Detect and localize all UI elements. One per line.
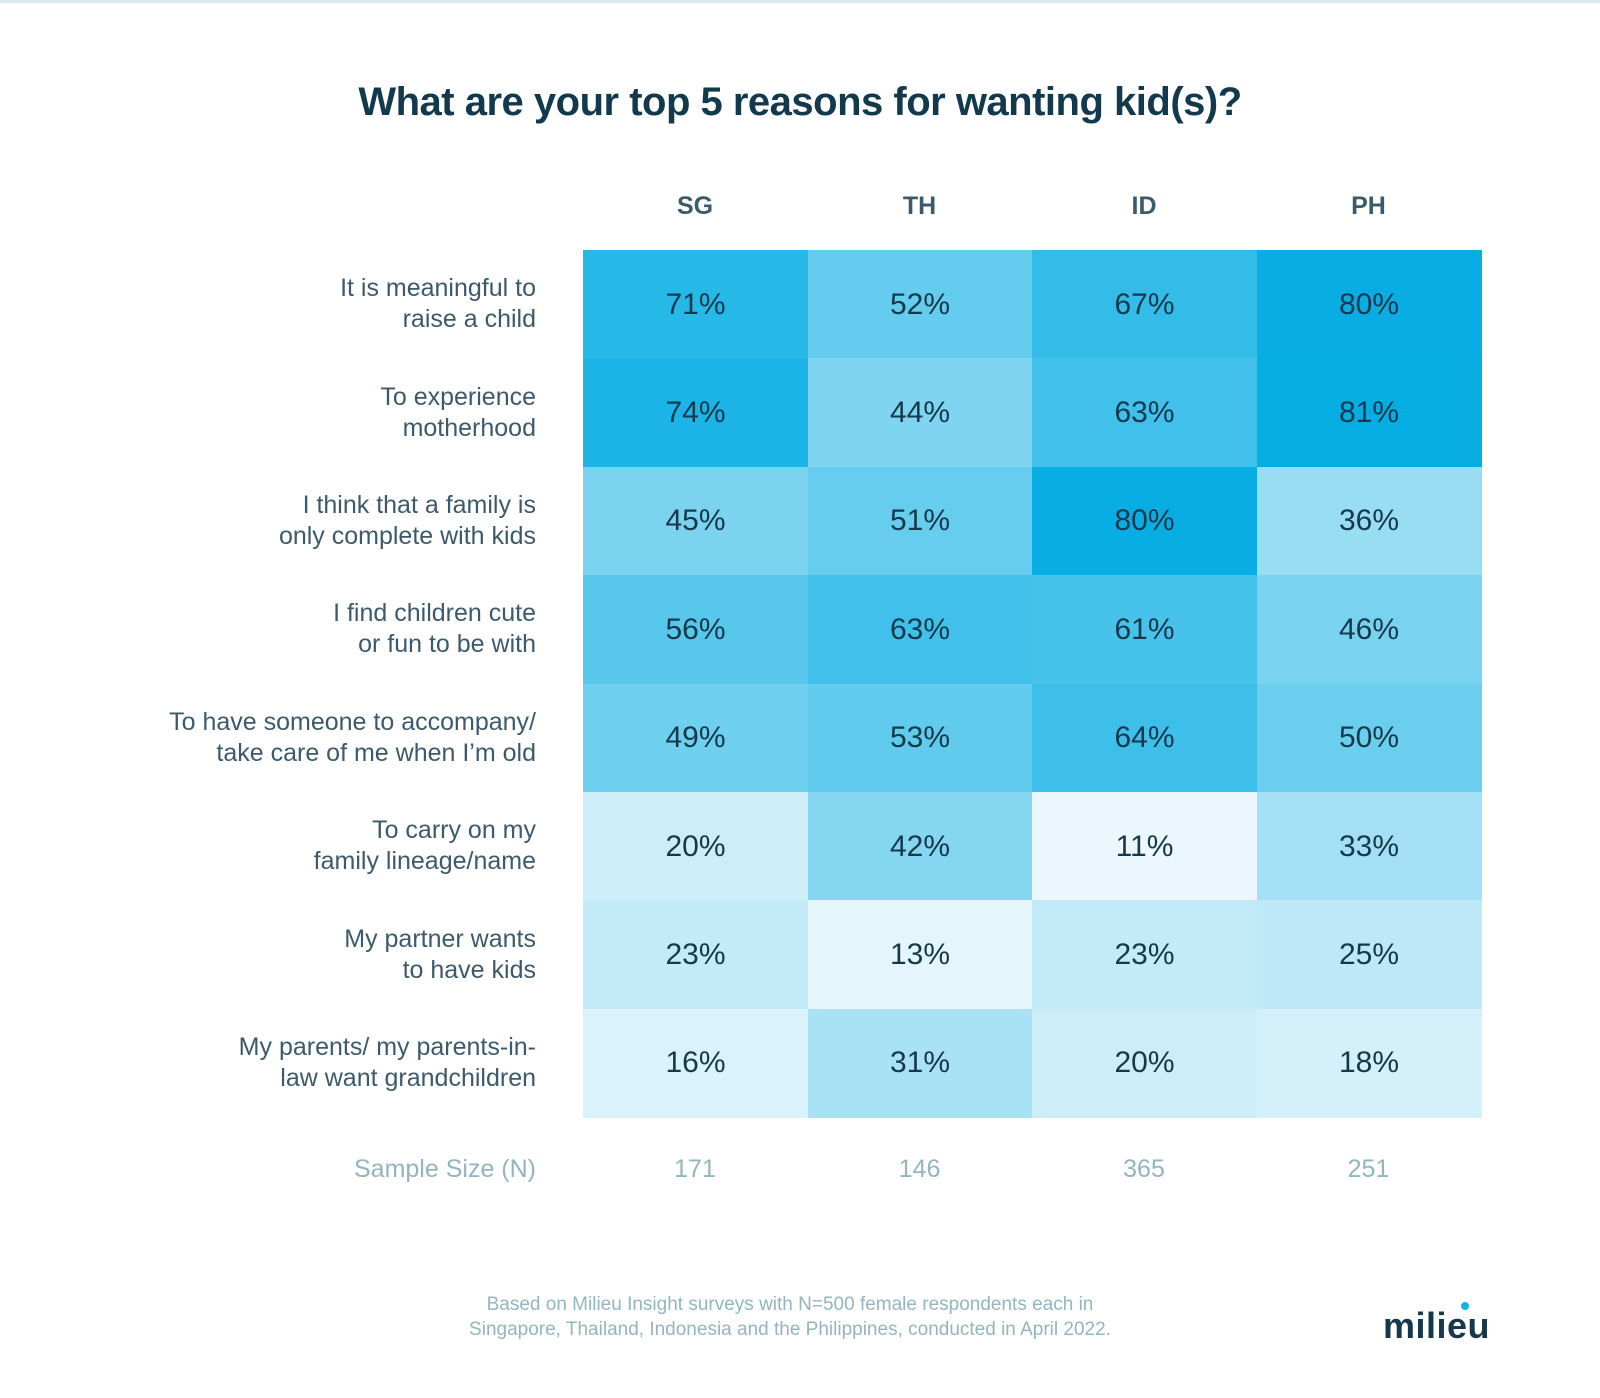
chart-title: What are your top 5 reasons for wanting …	[358, 80, 1242, 124]
heatmap-cell: 63%	[807, 575, 1033, 685]
heatmap-cell: 64%	[1032, 683, 1257, 793]
cell-value-label: 64%	[1114, 721, 1175, 755]
cell-value-label: 80%	[1114, 504, 1175, 538]
row-label: To carry on my family lineage/name	[313, 816, 536, 876]
heatmap-cell: 45%	[583, 466, 808, 576]
cell-value-label: 49%	[665, 721, 726, 755]
cell-value-label: 33%	[1338, 829, 1400, 863]
row-label: I think that a family is only complete w…	[278, 491, 536, 550]
cell-value-label: 74%	[665, 395, 726, 429]
heatmap-cell: 18%	[1256, 1008, 1482, 1118]
heatmap-cell: 50%	[1256, 683, 1482, 793]
cell-value-label: 20%	[1114, 1046, 1175, 1080]
top-divider	[0, 0, 1600, 3]
row-label: My parents/ my parents-in- law want gran…	[238, 1033, 536, 1092]
heatmap-cell: 63%	[1032, 358, 1257, 468]
logo-accent-dot	[1461, 1302, 1469, 1310]
heatmap-cell: 56%	[583, 575, 808, 685]
cell-value-label: 53%	[889, 721, 951, 755]
cell-value-label: 25%	[1338, 937, 1400, 971]
row-label: My partner wants to have kids	[344, 924, 536, 984]
heatmap-cell: 67%	[1032, 250, 1257, 359]
cell-value-label: 23%	[665, 937, 726, 971]
heatmap-cell: 49%	[583, 683, 808, 793]
cell-value-label: 31%	[889, 1046, 951, 1080]
heatmap-cell: 20%	[1032, 1008, 1257, 1118]
cell-value-label: 45%	[665, 504, 726, 538]
heatmap-cell: 51%	[807, 466, 1033, 576]
cell-value-label: 63%	[1114, 395, 1175, 429]
cell-value-label: 46%	[1338, 612, 1400, 646]
cell-value-label: 44%	[889, 395, 951, 429]
cell-value-label: 16%	[665, 1046, 726, 1080]
heatmap-cell: 71%	[583, 250, 808, 359]
cell-value-label: 81%	[1338, 395, 1400, 429]
cell-value-label: 61%	[1114, 612, 1175, 646]
cell-value-label: 51%	[889, 504, 951, 538]
heatmap-cell: 80%	[1032, 466, 1257, 576]
footnote-line-2: Singapore, Thailand, Indonesia and the P…	[469, 1319, 1111, 1340]
sample-size-ph: 251	[1347, 1155, 1390, 1183]
cell-value-label: 23%	[1114, 937, 1175, 971]
cell-value-label: 56%	[665, 612, 726, 646]
column-header-sg: SG	[676, 192, 714, 220]
cell-value-label: 11%	[1115, 829, 1174, 863]
heatmap-cell: 13%	[807, 900, 1033, 1010]
heatmap-cell: 31%	[807, 1008, 1033, 1118]
heatmap-cell: 16%	[583, 1008, 808, 1118]
heatmap-cell: 33%	[1256, 792, 1482, 901]
cell-value-label: 67%	[1114, 287, 1175, 321]
heatmap-cell: 36%	[1256, 466, 1482, 576]
heatmap-cell: 81%	[1256, 358, 1482, 468]
heatmap-cell: 53%	[807, 683, 1033, 793]
cell-value-label: 50%	[1338, 721, 1400, 755]
heatmap-cell: 44%	[807, 358, 1033, 468]
heatmap-cell: 52%	[807, 250, 1033, 359]
cell-value-label: 20%	[665, 829, 726, 863]
heatmap-cell: 46%	[1256, 575, 1482, 685]
footnote: Based on Milieu Insight surveys with N=5…	[400, 1292, 1180, 1342]
row-label: To have someone to accompany/ take care …	[169, 707, 536, 767]
sample-size-th: 146	[898, 1155, 941, 1183]
heatmap-cell: 23%	[1032, 900, 1257, 1010]
cell-value-label: 80%	[1338, 287, 1400, 321]
heatmap-cell: 80%	[1256, 250, 1482, 359]
heatmap-cell: 11%	[1032, 792, 1257, 901]
footnote-line-1: Based on Milieu Insight surveys with N=5…	[486, 1294, 1094, 1315]
row-label: I find children cute or fun to be with	[333, 599, 536, 659]
sample-size-label: Sample Size (N)	[354, 1155, 536, 1183]
column-header-th: TH	[902, 192, 937, 220]
heatmap-cell: 20%	[583, 792, 808, 901]
row-label: It is meaningful to raise a child	[340, 274, 536, 334]
column-header-id: ID	[1131, 192, 1157, 220]
cell-value-label: 52%	[889, 287, 951, 321]
cell-value-label: 63%	[889, 612, 951, 646]
cell-value-label: 71%	[665, 287, 726, 321]
heatmap-cell: 42%	[807, 792, 1033, 901]
heatmap-cell: 61%	[1032, 575, 1257, 685]
sample-size-id: 365	[1123, 1155, 1165, 1183]
heatmap-cell: 74%	[583, 358, 808, 468]
sample-size-sg: 171	[674, 1155, 716, 1183]
row-label: To experience motherhood	[380, 382, 536, 442]
cell-value-label: 13%	[889, 937, 951, 971]
cell-value-label: 36%	[1338, 504, 1400, 538]
column-header-ph: PH	[1351, 192, 1386, 220]
heatmap-cell: 25%	[1256, 900, 1482, 1010]
cell-value-label: 42%	[889, 829, 951, 863]
heatmap-cell: 23%	[583, 900, 808, 1010]
cell-value-label: 18%	[1338, 1046, 1400, 1080]
milieu-logo: milieu	[1383, 1305, 1491, 1346]
